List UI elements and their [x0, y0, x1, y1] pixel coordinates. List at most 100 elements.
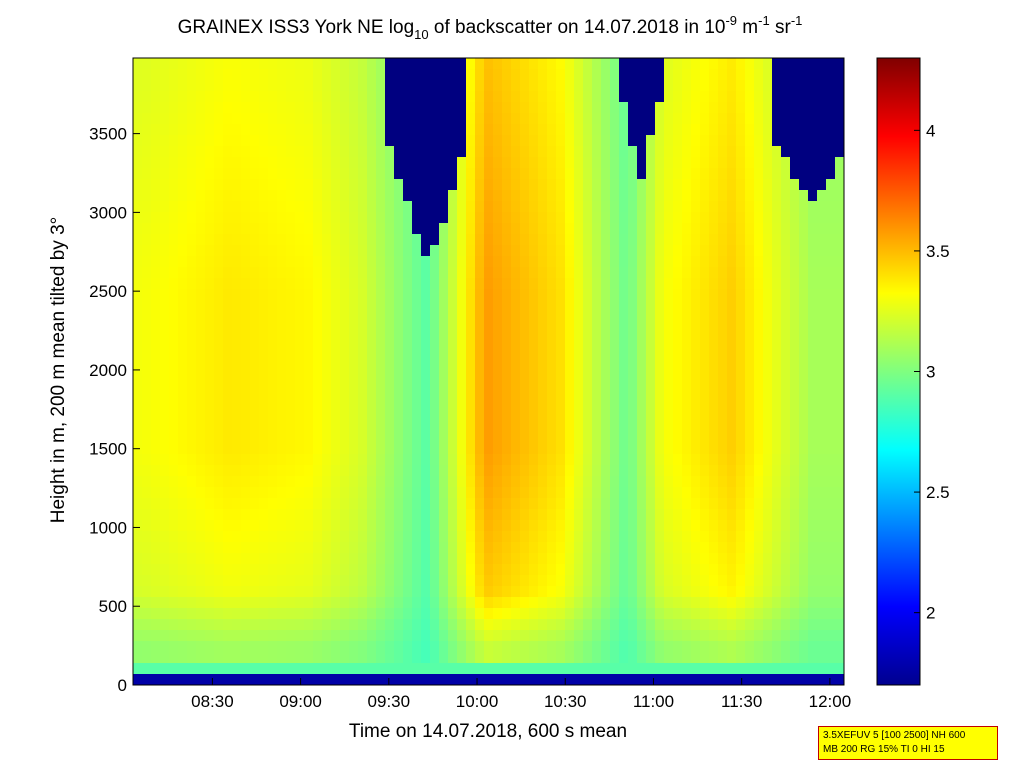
heatmap-cell	[808, 311, 818, 323]
heatmap-cell	[556, 322, 566, 334]
heatmap-cell	[214, 487, 224, 499]
heatmap-cell	[673, 333, 683, 345]
heatmap-cell	[313, 322, 323, 334]
heatmap-cell	[808, 509, 818, 521]
heatmap-cell	[817, 619, 827, 631]
heatmap-cell	[430, 212, 440, 224]
heatmap-cell	[322, 377, 332, 389]
heatmap-cell	[511, 333, 521, 345]
heatmap-cell	[304, 69, 314, 81]
heatmap-cell	[610, 520, 620, 532]
heatmap-cell	[241, 311, 251, 323]
heatmap-cell	[826, 80, 836, 92]
heatmap-cell	[628, 190, 638, 202]
heatmap-cell	[646, 531, 656, 543]
heatmap-cell	[790, 465, 800, 477]
heatmap-cell	[691, 421, 701, 433]
heatmap-cell	[142, 553, 152, 565]
heatmap-cell	[745, 124, 755, 136]
heatmap-cell	[358, 91, 368, 103]
heatmap-cell	[691, 542, 701, 554]
heatmap-cell	[223, 388, 233, 400]
heatmap-cell	[133, 344, 143, 356]
heatmap-cell	[223, 531, 233, 543]
heatmap-cell	[547, 674, 557, 685]
heatmap-cell	[700, 102, 710, 114]
heatmap-cell	[610, 399, 620, 411]
heatmap-cell	[178, 465, 188, 477]
heatmap-cell	[394, 300, 404, 312]
heatmap-cell	[421, 388, 431, 400]
heatmap-cell	[385, 432, 395, 444]
heatmap-cell	[439, 520, 449, 532]
heatmap-cell	[826, 190, 836, 202]
heatmap-cell	[664, 641, 674, 653]
heatmap-cell	[349, 333, 359, 345]
heatmap-cell	[466, 102, 476, 114]
heatmap-cell	[205, 575, 215, 587]
heatmap-cell	[448, 333, 458, 345]
heatmap-cell	[160, 410, 170, 422]
heatmap-cell	[205, 234, 215, 246]
heatmap-cell	[511, 443, 521, 455]
heatmap-cell	[529, 157, 539, 169]
heatmap-cell	[529, 399, 539, 411]
heatmap-cell	[817, 157, 827, 169]
heatmap-cell	[178, 80, 188, 92]
heatmap-cell	[439, 344, 449, 356]
heatmap-cell	[187, 410, 197, 422]
heatmap-cell	[799, 586, 809, 598]
heatmap-cell	[610, 157, 620, 169]
heatmap-cell	[790, 311, 800, 323]
heatmap-cell	[295, 311, 305, 323]
heatmap-cell	[187, 432, 197, 444]
heatmap-cell	[601, 80, 611, 92]
heatmap-cell	[718, 586, 728, 598]
heatmap-cell	[583, 663, 593, 675]
heatmap-cell	[763, 498, 773, 510]
heatmap-cell	[169, 509, 179, 521]
heatmap-cell	[331, 674, 341, 685]
heatmap-cell	[358, 630, 368, 642]
heatmap-cell	[331, 91, 341, 103]
heatmap-cell	[358, 201, 368, 213]
heatmap-cell	[385, 597, 395, 609]
heatmap-cell	[565, 366, 575, 378]
heatmap-cell	[799, 289, 809, 301]
heatmap-cell	[142, 641, 152, 653]
heatmap-cell	[664, 432, 674, 444]
heatmap-cell	[466, 608, 476, 620]
heatmap-cell	[628, 135, 638, 147]
heatmap-cell	[349, 542, 359, 554]
heatmap-cell	[169, 487, 179, 499]
heatmap-cell	[538, 366, 548, 378]
heatmap-cell	[223, 597, 233, 609]
heatmap-cell	[790, 234, 800, 246]
heatmap-cell	[259, 355, 269, 367]
heatmap-cell	[655, 311, 665, 323]
heatmap-cell	[376, 124, 386, 136]
heatmap-cell	[484, 520, 494, 532]
heatmap-cell	[223, 377, 233, 389]
heatmap-cell	[367, 432, 377, 444]
heatmap-cell	[403, 399, 413, 411]
heatmap-cell	[493, 333, 503, 345]
heatmap-cell	[475, 520, 485, 532]
heatmap-cell	[628, 498, 638, 510]
heatmap-cell	[493, 300, 503, 312]
heatmap-cell	[484, 267, 494, 279]
heatmap-cell	[466, 190, 476, 202]
heatmap-cell	[520, 476, 530, 488]
heatmap-cell	[322, 124, 332, 136]
heatmap-cell	[412, 608, 422, 620]
heatmap-cell	[826, 432, 836, 444]
heatmap-cell	[358, 421, 368, 433]
heatmap-cell	[196, 509, 206, 521]
heatmap-cell	[142, 355, 152, 367]
heatmap-cell	[799, 663, 809, 675]
heatmap-cell	[457, 69, 467, 81]
heatmap-cell	[340, 267, 350, 279]
heatmap-cell	[376, 520, 386, 532]
heatmap-cell	[412, 465, 422, 477]
heatmap-cell	[250, 421, 260, 433]
